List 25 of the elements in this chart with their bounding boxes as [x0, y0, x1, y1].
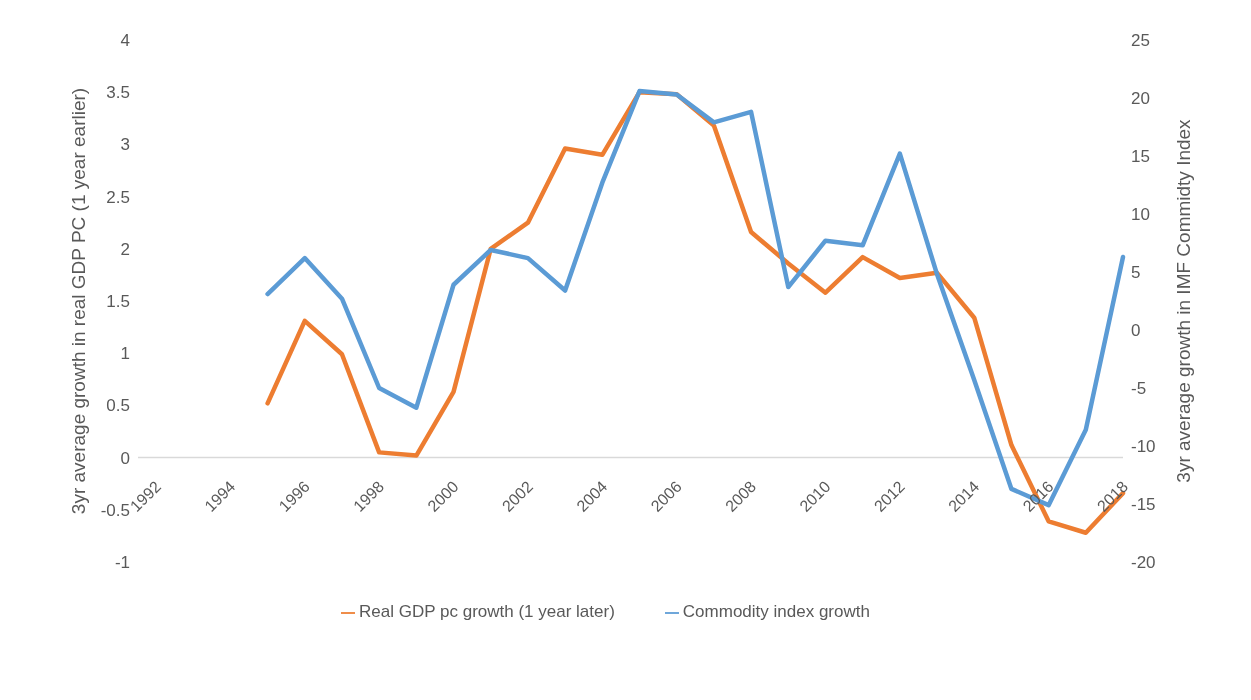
y2-tick-label: -20 [1131, 553, 1156, 573]
y2-tick-label: 15 [1131, 147, 1150, 167]
y-tick-label: 3 [120, 135, 130, 155]
y-tick-label: -0.5 [100, 500, 130, 520]
y-tick-label: 0.5 [106, 396, 130, 416]
y-tick-label: 2 [120, 239, 130, 259]
legend-label: Real GDP pc growth (1 year later) [359, 602, 615, 621]
y-tick-label: 2.5 [106, 187, 130, 207]
y2-tick-label: 5 [1131, 263, 1141, 283]
y-tick-label: 1.5 [106, 292, 130, 312]
y2-tick-label: 0 [1131, 321, 1141, 341]
y2-tick-label: 10 [1131, 205, 1150, 225]
legend-label: Commodity index growth [682, 602, 870, 621]
y2-tick-label: -10 [1131, 437, 1156, 457]
y2-tick-label: 25 [1131, 31, 1150, 51]
y-tick-label: 0 [120, 448, 130, 468]
y-tick-label: 3.5 [106, 83, 130, 103]
y-axis-title: 3yr average growth in real GDP PC (1 year earlier) [67, 87, 89, 515]
y2-axis-title: 3yr average growth in IMF Commidty Index [1172, 118, 1194, 483]
y-tick-label: 1 [120, 344, 130, 364]
y-tick-label: 4 [120, 31, 130, 51]
y2-tick-label: 20 [1131, 89, 1150, 109]
y-tick-label: -1 [114, 553, 130, 573]
y2-tick-label: -5 [1131, 379, 1147, 399]
y2-tick-label: -15 [1131, 495, 1156, 515]
